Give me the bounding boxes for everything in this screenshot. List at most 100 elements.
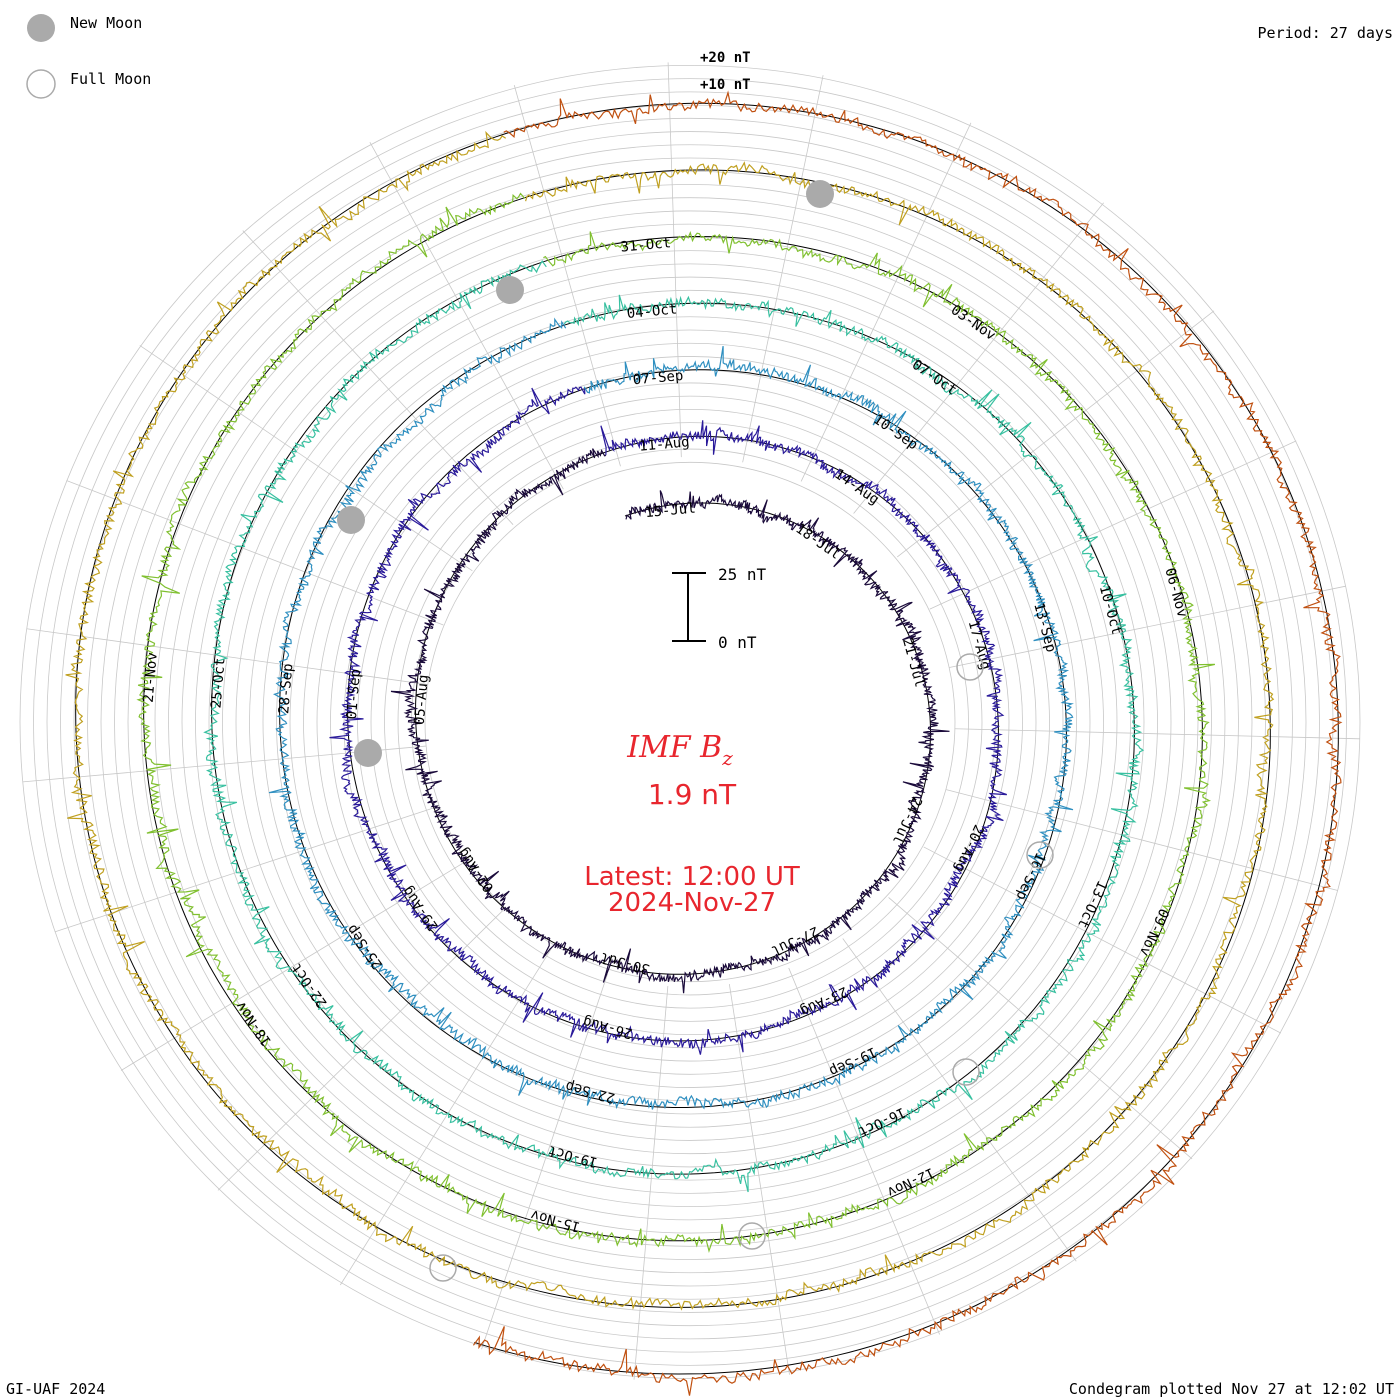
date-tick-label: 18-Jul: [792, 521, 843, 563]
grid-spoke: [728, 984, 790, 1375]
grid-ring: [87, 131, 1293, 1313]
grid-ring: [330, 369, 1050, 1075]
full-moon-marker: [429, 1254, 457, 1282]
latest-time: Latest: 12:00 UT: [584, 862, 800, 892]
grid-spoke: [888, 897, 1193, 1160]
scale-plus10-label: +10 nT: [700, 77, 751, 93]
full-moon-marker: [956, 653, 984, 681]
grid-ring: [73, 117, 1307, 1327]
grid-rings: [19, 65, 1361, 1379]
scale-bar: [672, 572, 706, 642]
grid-ring: [154, 197, 1226, 1247]
trace-ring-6: [472, 90, 1343, 1396]
date-tick-label: 11-Aug: [638, 434, 690, 455]
date-tick-label: 15-Jul: [645, 501, 697, 522]
grid-ring: [114, 157, 1266, 1287]
period-label: Period: 27 days: [1258, 24, 1393, 42]
grid-spoke: [667, 62, 682, 458]
date-tick-label: 29-Aug: [400, 883, 442, 934]
grid-ring: [46, 91, 1334, 1353]
date-tick-label: 25-Sep: [344, 921, 386, 972]
scale-bar-bottom-label: 0 nT: [718, 633, 757, 652]
full-moon-marker: [1026, 841, 1054, 869]
trace-ring-1: [329, 386, 1007, 1055]
grid-spoke: [242, 230, 514, 525]
chart-title: IMF Bz: [626, 730, 733, 770]
new-moon-label: New Moon: [70, 14, 142, 32]
date-tick-label: 31-Oct: [620, 235, 672, 256]
grid-spoke: [369, 142, 564, 490]
grid-ring: [222, 263, 1158, 1181]
grid-ring: [397, 435, 983, 1009]
chart-title-subscript: z: [721, 746, 733, 770]
date-tick-label: 13-Sep: [1030, 601, 1059, 654]
grid-spoke: [800, 122, 972, 482]
new-moon-marker: [337, 506, 365, 534]
date-tick-label: 24-Jul: [889, 794, 925, 847]
date-tick-label: 25-Oct: [208, 657, 228, 709]
date-tick-label: 28-Sep: [276, 663, 296, 715]
grid-spoke: [66, 480, 444, 626]
date-tick-label: 09-Nov: [1136, 906, 1172, 959]
date-tick-label: 05-Aug: [412, 674, 432, 726]
date-tick-label: 22-Oct: [288, 960, 330, 1011]
grid-ring: [60, 104, 1320, 1340]
date-tick-label: 20-Aug: [951, 822, 987, 875]
grid-spoke: [339, 947, 553, 1286]
date-tick-label: 12-Nov: [884, 1164, 937, 1200]
date-tick-label: 10-Sep: [870, 411, 921, 453]
full-moon-marker: [952, 1058, 980, 1086]
grid-spoke: [923, 846, 1282, 1034]
latest-date: 2024-Nov-27: [608, 888, 776, 918]
date-tick-label: 01-Sep: [344, 668, 364, 720]
data-traces: [65, 90, 1343, 1396]
grid-ring: [19, 65, 1361, 1379]
chart-title-main: IMF B: [626, 730, 722, 765]
grid-ring: [276, 316, 1104, 1128]
scale-bar-top-label: 25 nT: [718, 565, 767, 584]
grid-ring: [141, 184, 1239, 1260]
full-moon-icon: [26, 69, 56, 99]
grid-ring: [168, 210, 1212, 1234]
grid-spoke: [897, 310, 1215, 558]
grid-spoke: [742, 75, 824, 463]
new-moon-marker: [496, 276, 524, 304]
new-moon-marker: [354, 739, 382, 767]
grid-ring: [33, 78, 1347, 1366]
trace-ring-5: [65, 130, 1275, 1311]
grid-spoke: [513, 85, 621, 467]
grid-ring: [316, 356, 1064, 1088]
moon-markers: [337, 180, 1054, 1282]
grid-ring: [127, 170, 1253, 1274]
grid-ring: [343, 382, 1037, 1062]
grid-spoke: [139, 345, 473, 572]
grid-spoke: [788, 967, 940, 1335]
grid-ring: [208, 250, 1172, 1194]
grid-spoke: [949, 585, 1346, 668]
grid-ring: [424, 461, 956, 983]
scale-plus20-label: +20 nT: [700, 50, 751, 66]
grid-ring: [303, 342, 1077, 1102]
current-value: 1.9 nT: [648, 778, 737, 811]
date-tick-label: 04-Oct: [626, 301, 678, 322]
date-tick-label: 15-Nov: [529, 1206, 582, 1234]
date-tick-label: 23-Aug: [798, 983, 851, 1019]
grid-ring: [370, 408, 1010, 1036]
date-tick-label: 07-Sep: [632, 368, 684, 389]
full-moon-label: Full Moon: [70, 70, 151, 88]
grid-ring: [181, 223, 1199, 1221]
grid-spoke: [26, 628, 428, 685]
credit-label: GI-UAF 2024: [6, 1380, 105, 1398]
grid-spoke: [633, 986, 669, 1380]
date-tick-label: 21-Nov: [141, 652, 161, 704]
date-tick-label: 02-Aug: [455, 845, 497, 896]
trace-ring-3: [203, 260, 1145, 1193]
date-tick-label: 16-Oct: [855, 1104, 908, 1140]
grid-spoke: [842, 938, 1077, 1262]
plotted-label: Condegram plotted Nov 27 at 12:02 UT: [1069, 1380, 1394, 1398]
trace-ring-4: [136, 192, 1216, 1254]
grid-ring: [289, 329, 1091, 1115]
grid-ring: [235, 276, 1145, 1168]
grid-ring: [195, 236, 1185, 1208]
